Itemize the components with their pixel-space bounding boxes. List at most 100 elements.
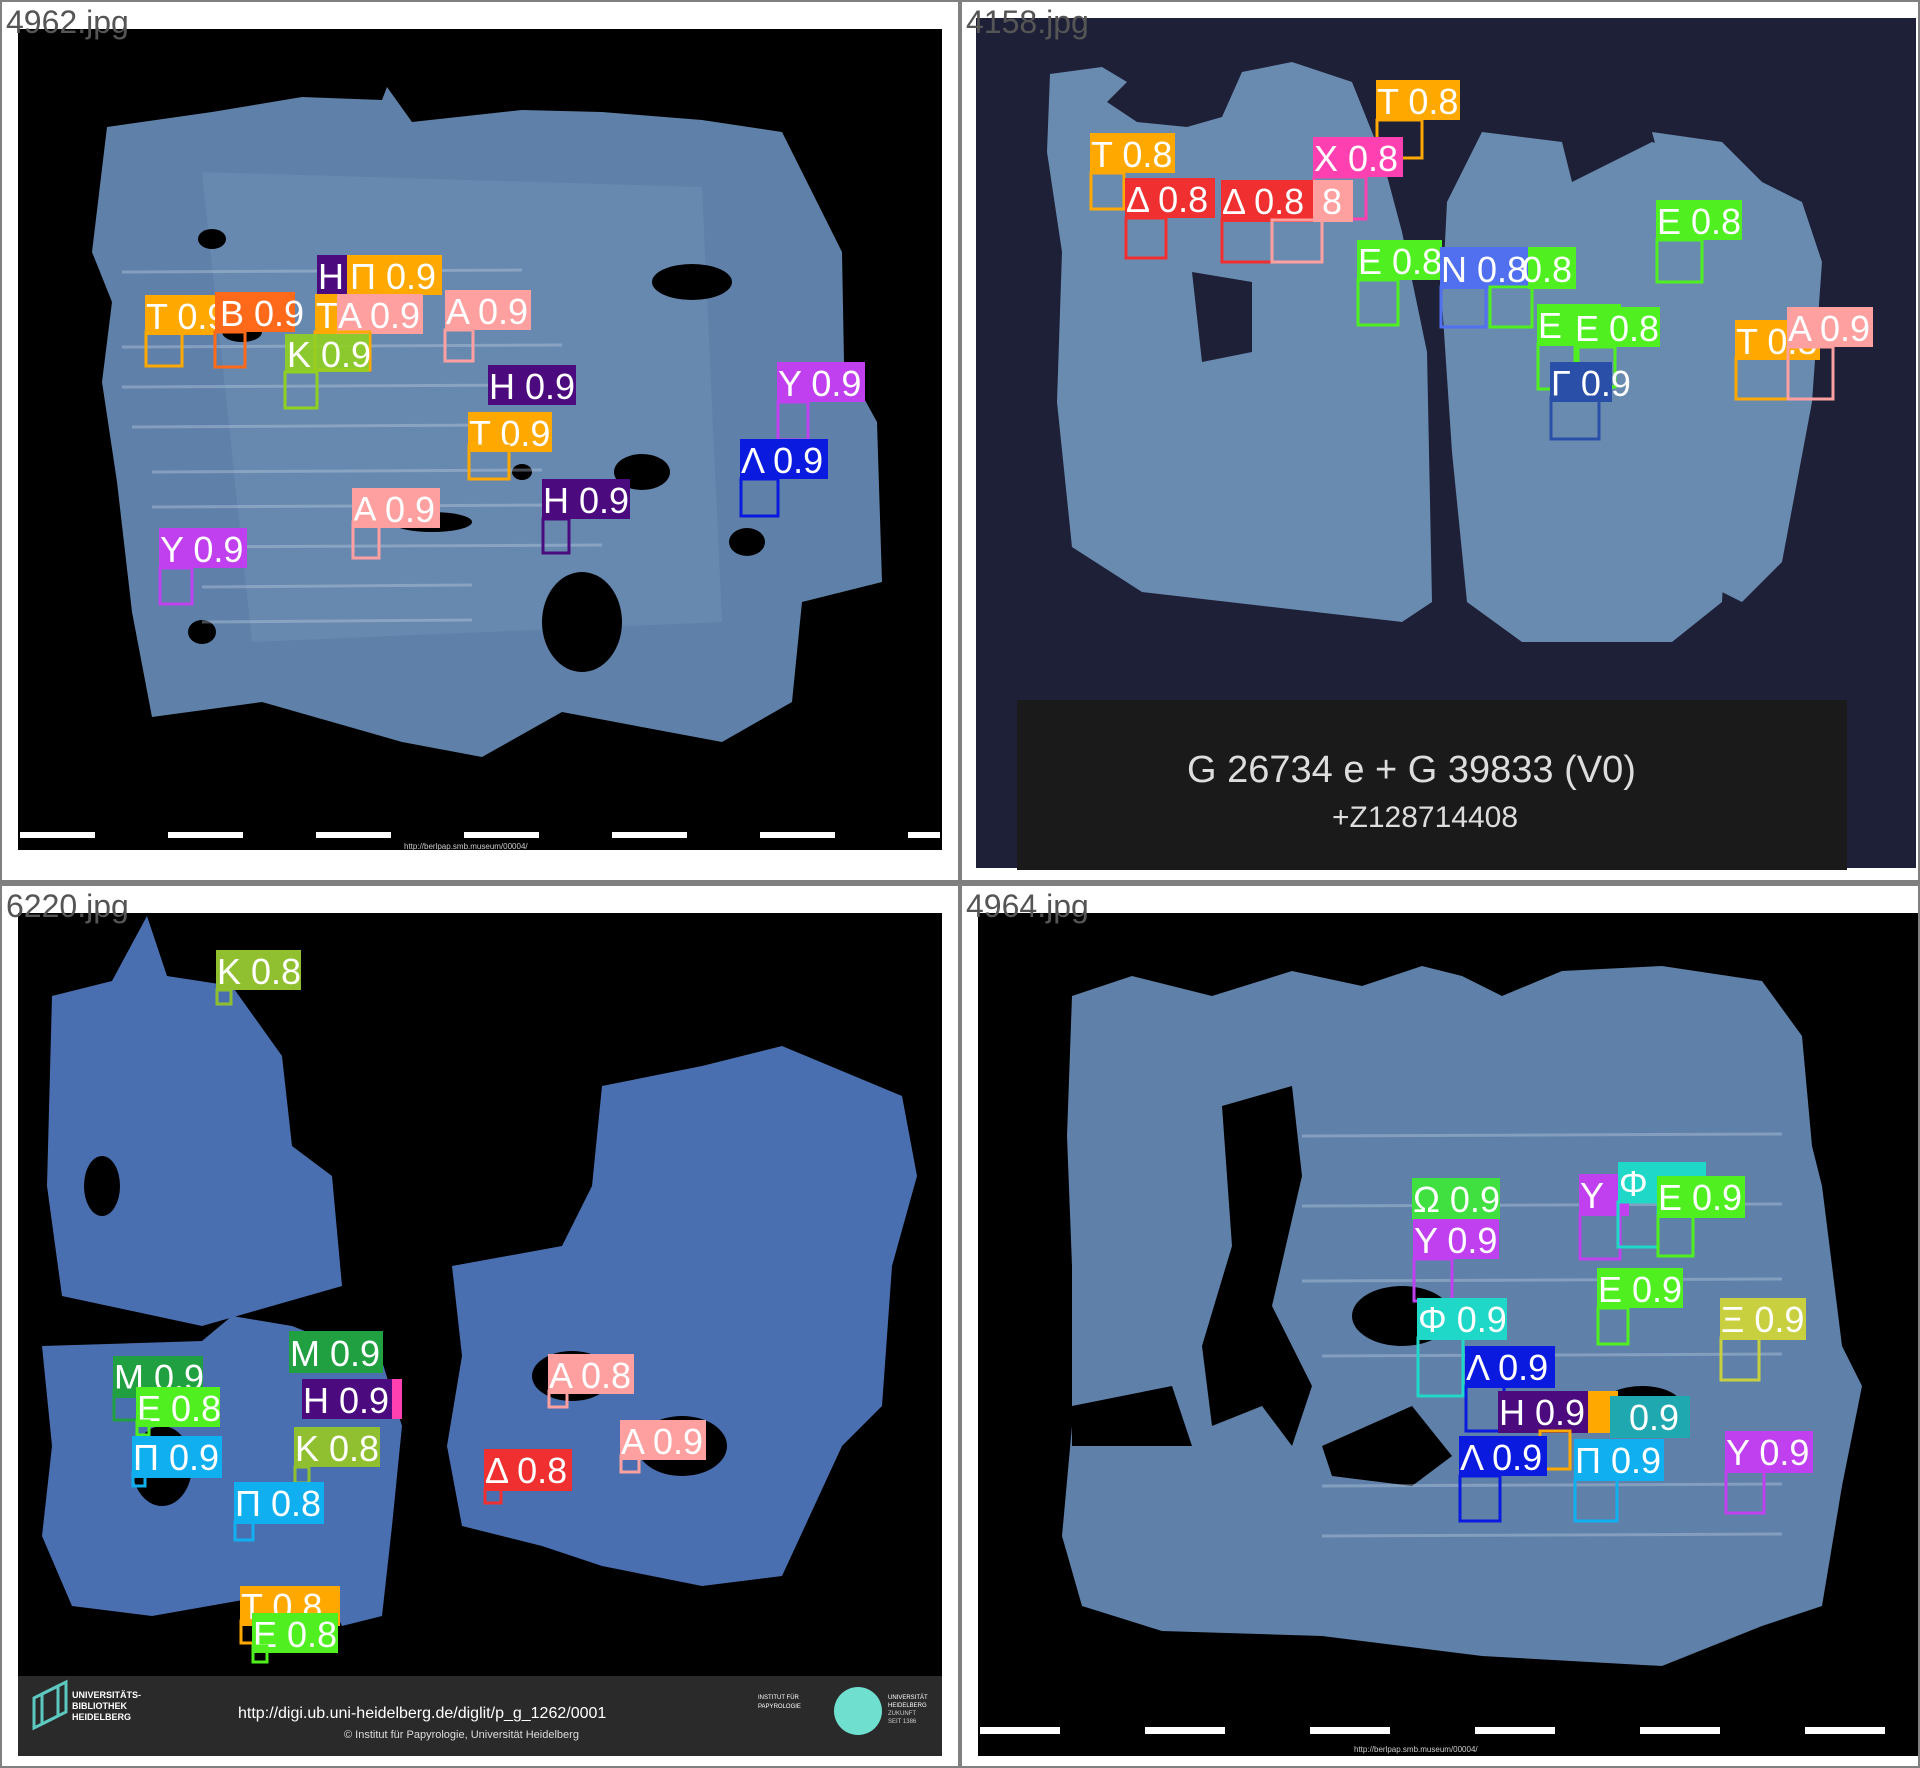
detection-box: B 0.9 (213, 292, 304, 369)
filename-label: 4158.jpg (966, 4, 1089, 40)
svg-text:H: H (318, 256, 344, 297)
svg-text:K 0.9: K 0.9 (287, 334, 371, 375)
svg-text:T 0.8: T 0.8 (1377, 81, 1458, 122)
svg-text:A 0.9: A 0.9 (338, 295, 420, 336)
detection-box: K 0.8 (215, 950, 301, 1006)
svg-text:Y 0.9: Y 0.9 (1414, 1220, 1497, 1261)
detection-box: H 0.9 (1498, 1391, 1618, 1471)
svg-text:Λ 0.9: Λ 0.9 (1466, 1347, 1548, 1388)
detection-box: E 0.9 (1656, 1176, 1745, 1258)
svg-text:T 0.8: T 0.8 (1091, 134, 1172, 175)
svg-text:E 0.8: E 0.8 (1358, 241, 1442, 282)
university-logo-line: HEIDELBERG (888, 1703, 927, 1709)
svg-text:8: 8 (1322, 181, 1342, 222)
detection-box: 0.8 (1488, 247, 1576, 329)
detection-box: T 0.9 (144, 295, 227, 368)
institute-logo-line: INSTITUT FÜR (758, 1694, 800, 1701)
papyrus-image: http://berlpap.smb.museum/00004/ T 0.9 B… (18, 29, 942, 851)
institute-logo-line: PAPYROLOGIE (758, 1704, 801, 1710)
footer-url: http://berlpap.smb.museum/00004/ (404, 842, 528, 851)
library-logo-line: BIBLIOTHEK (72, 1701, 127, 1711)
detection-box: E 0.9 (1596, 1268, 1683, 1346)
svg-text:K 0.8: K 0.8 (217, 951, 301, 992)
detection-box: Π 0.8 (233, 1482, 324, 1542)
svg-text:E 0.9: E 0.9 (1598, 1269, 1682, 1310)
detection-box: M 0.9 (289, 1331, 383, 1374)
detection-box: E 0.8 (1655, 200, 1742, 284)
detection-box: T 0.8 (1375, 80, 1460, 160)
university-seal (834, 1687, 882, 1735)
svg-text:Λ 0.9: Λ 0.9 (741, 440, 823, 481)
papyrus-fragment (47, 916, 342, 1326)
detection-box: E 0.8 (1573, 307, 1660, 389)
detection-box: Φ 0.9 (1416, 1298, 1507, 1398)
detection-box: X 0.8 (1312, 137, 1403, 221)
svg-text:Ω 0.9: Ω 0.9 (1413, 1179, 1500, 1220)
detection-box: Λ 0.9 (739, 439, 828, 518)
detection-box: N 0.8 (1439, 247, 1528, 329)
detection-box: T 0.9 (467, 412, 552, 481)
detection-box: E 0.8 (251, 1613, 338, 1664)
svg-text:Φ: Φ (1619, 1163, 1648, 1204)
svg-text:Δ 0.8: Δ 0.8 (485, 1450, 567, 1491)
svg-text:0.9: 0.9 (1629, 1397, 1679, 1438)
detection-box: Π 0.9 (347, 255, 442, 297)
svg-text:Y 0.9: Y 0.9 (1726, 1432, 1809, 1473)
image-panel-4962: 4962.jpg (2, 2, 958, 880)
detection-box: Δ 0.8 (483, 1449, 572, 1505)
image-panel-4964: 4964.jpg http://berlpap.smb.museum/00004… (962, 886, 1918, 1766)
svg-text:K 0.8: K 0.8 (295, 1428, 379, 1469)
svg-text:Λ 0.9: Λ 0.9 (1460, 1437, 1542, 1478)
papyrus-image: UNIVERSITÄTS- BIBLIOTHEK HEIDELBERG http… (18, 913, 942, 1756)
image-panel-6220: 6220.jpg UNIVERSITÄTS- BIBLIOTHEK HEIDEL… (2, 886, 958, 1766)
detection-box: Y 0.9 (776, 362, 865, 442)
detection-box: K 0.9 (283, 334, 371, 410)
svg-text:Π 0.8: Π 0.8 (235, 1483, 321, 1524)
svg-text:H 0.9: H 0.9 (489, 366, 575, 407)
svg-text:Y 0.9: Y 0.9 (160, 529, 243, 570)
specimen-plate (1017, 700, 1847, 870)
svg-text:Ξ 0.9: Ξ 0.9 (1721, 1299, 1804, 1340)
svg-text:Π 0.9: Π 0.9 (133, 1437, 219, 1478)
svg-text:E 0.8: E 0.8 (1575, 308, 1659, 349)
svg-text:N 0.8: N 0.8 (1441, 249, 1527, 290)
svg-text:A 0.9: A 0.9 (353, 489, 435, 530)
plate-subtitle: +Z128714408 (1332, 801, 1518, 834)
footer-url: http://digi.ub.uni-heidelberg.de/diglit/… (238, 1705, 606, 1722)
detection-box: Π 0.9 (1573, 1439, 1664, 1523)
detection-box: T (315, 294, 340, 336)
detection-box: E 0.8 (1356, 240, 1442, 327)
svg-text:E 0.8: E 0.8 (137, 1388, 221, 1429)
svg-text:Φ 0.9: Φ 0.9 (1418, 1299, 1507, 1340)
detection-box: Y 0.9 (158, 528, 247, 606)
footer-band (18, 1676, 942, 1756)
svg-text:Δ 0.8: Δ 0.8 (1126, 179, 1208, 220)
papyrus-image: G 26734 e + G 39833 (V0) +Z128714408 T 0… (976, 18, 1916, 870)
svg-text:B 0.9: B 0.9 (220, 293, 304, 334)
svg-text:H 0.9: H 0.9 (543, 480, 629, 521)
papyrus-image: http://berlpap.smb.museum/00004/ Ω 0.9 Y… (978, 913, 1918, 1756)
svg-text:Y 0.9: Y 0.9 (778, 363, 861, 404)
svg-text:0.8: 0.8 (1522, 249, 1572, 290)
detection-box: A 0.9 (443, 290, 531, 363)
detection-box: H 0.9 (302, 1379, 402, 1421)
svg-text:T: T (316, 295, 338, 336)
filename-label: 4962.jpg (6, 4, 129, 40)
svg-text:A 0.9: A 0.9 (1788, 308, 1870, 349)
detection-box: Y 0.9 (1412, 1219, 1499, 1303)
plate-title: G 26734 e + G 39833 (V0) (1187, 749, 1636, 791)
image-panel-4158: 4158.jpg G 26734 e + G 39833 (V0) +Z1287… (962, 2, 1918, 880)
university-library-logo (32, 1679, 68, 1731)
detection-box: E 0.8 (135, 1387, 221, 1437)
detection-box: Δ 0.8 (1124, 178, 1215, 260)
svg-text:Y: Y (1580, 1175, 1604, 1216)
svg-text:M 0.9: M 0.9 (290, 1333, 380, 1374)
svg-text:T 0.9: T 0.9 (146, 296, 227, 337)
detection-box: Y 0.9 (1724, 1431, 1813, 1515)
detection-box: Γ 0.9 (1549, 362, 1631, 441)
detection-box: Λ 0.9 (1458, 1436, 1547, 1523)
svg-text:E 0.9: E 0.9 (1658, 1177, 1742, 1218)
university-logo-line: SEIT 1386 (888, 1719, 917, 1725)
detection-box: Λ 0.9 (1464, 1346, 1555, 1433)
detection-box: A 0.8 (547, 1354, 634, 1409)
